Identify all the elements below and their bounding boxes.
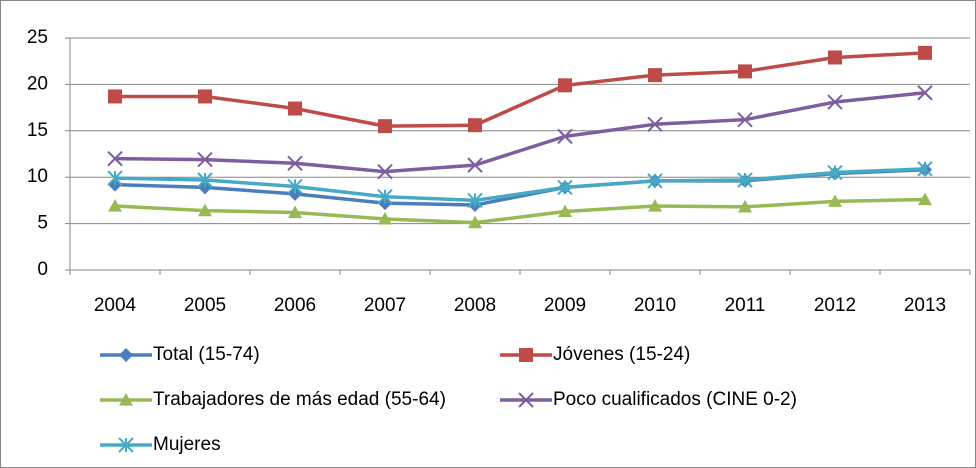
marker	[108, 198, 122, 212]
x-tick-label: 2008	[454, 295, 496, 316]
marker	[107, 150, 123, 167]
marker	[288, 101, 302, 116]
x-tick-label: 2004	[94, 295, 137, 316]
marker	[557, 128, 573, 145]
legend-label: Mujeres	[153, 434, 221, 455]
y-tick-label: 5	[37, 213, 48, 234]
marker	[917, 85, 933, 101]
marker	[198, 89, 212, 104]
marker	[119, 348, 133, 362]
marker	[119, 393, 133, 406]
marker	[377, 188, 393, 205]
series-line	[114, 167, 926, 203]
marker	[118, 437, 134, 453]
marker	[287, 178, 303, 195]
legend-label: Trabajadores de más edad (55-64)	[153, 389, 446, 410]
marker	[738, 64, 752, 79]
x-tick-label: 2011	[725, 295, 766, 316]
marker	[827, 164, 843, 181]
marker	[468, 215, 482, 229]
x-tick-label: 2006	[274, 295, 316, 316]
marker	[519, 348, 533, 362]
marker	[377, 163, 393, 180]
x-tick-label: 2012	[814, 295, 856, 316]
marker	[648, 68, 662, 83]
y-tick-label: 10	[27, 166, 48, 187]
legend-label: Poco cualificados (CINE 0-2)	[553, 389, 797, 410]
marker	[738, 199, 752, 213]
y-tick-label: 20	[27, 73, 48, 94]
marker	[647, 173, 663, 189]
marker	[467, 192, 483, 209]
marker	[108, 89, 122, 104]
marker	[288, 205, 302, 219]
marker	[378, 119, 392, 134]
marker	[557, 179, 573, 196]
x-tick-label: 2007	[364, 295, 406, 316]
marker	[558, 204, 572, 218]
marker	[918, 45, 932, 60]
legend-label: Jóvenes (15-24)	[553, 344, 690, 365]
marker	[287, 155, 303, 171]
x-tick-label: 2013	[904, 295, 946, 316]
y-tick-label: 25	[27, 27, 48, 48]
y-tick-label: 0	[37, 259, 48, 280]
marker	[197, 151, 213, 168]
x-tick-label: 2005	[184, 295, 226, 316]
marker	[917, 161, 933, 177]
marker	[918, 192, 932, 206]
marker	[198, 203, 212, 217]
marker	[197, 172, 213, 188]
x-tick-label: 2009	[544, 295, 586, 316]
marker	[378, 211, 392, 225]
series-line	[114, 91, 926, 174]
marker	[648, 198, 662, 212]
marker	[737, 111, 753, 128]
marker	[828, 194, 842, 207]
legend-label: Total (15-74)	[153, 344, 260, 365]
marker	[828, 50, 842, 65]
marker	[827, 94, 843, 110]
marker	[107, 170, 123, 186]
marker	[468, 118, 482, 133]
marker	[467, 157, 483, 173]
marker	[558, 78, 572, 93]
x-tick-label: 2010	[634, 295, 676, 316]
marker	[737, 172, 753, 188]
marker	[518, 392, 534, 408]
series-line	[114, 197, 926, 225]
y-tick-label: 15	[27, 120, 48, 141]
marker	[647, 116, 663, 133]
series-line	[115, 51, 926, 128]
